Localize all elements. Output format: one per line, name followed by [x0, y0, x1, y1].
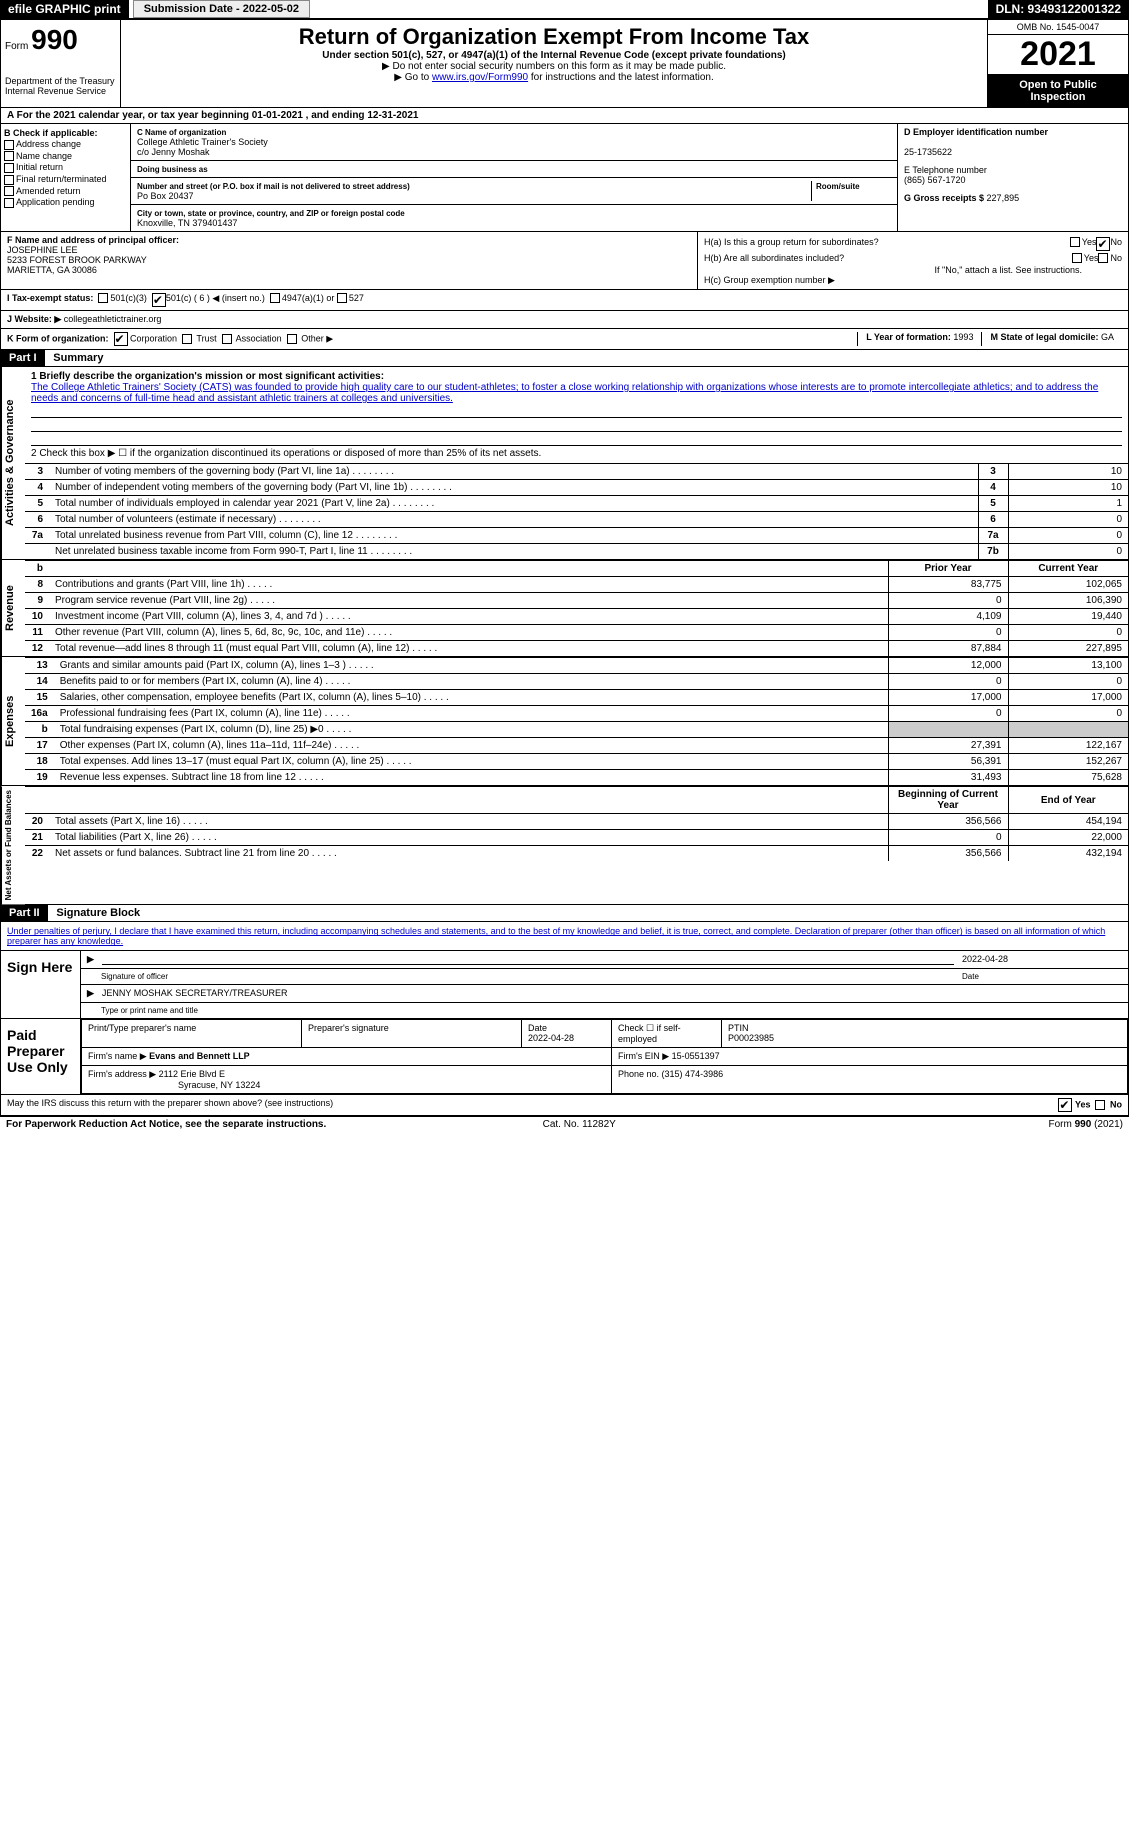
city: Knoxville, TN 379401437 — [137, 218, 237, 228]
ck-initial: Initial return — [4, 162, 127, 173]
submission-btn[interactable]: Submission Date - 2022-05-02 — [133, 0, 310, 18]
title-box: Return of Organization Exempt From Incom… — [121, 20, 988, 107]
ck-addr: Address change — [4, 139, 127, 150]
col-c: C Name of organization College Athletic … — [131, 124, 898, 231]
irs-link[interactable]: www.irs.gov/Form990 — [432, 72, 528, 83]
section-fh: F Name and address of principal officer:… — [0, 232, 1129, 290]
open-public: Open to Public Inspection — [988, 75, 1128, 107]
declaration: Under penalties of perjury, I declare th… — [0, 922, 1129, 951]
year-box: OMB No. 1545-0047 2021 Open to Public In… — [988, 20, 1128, 107]
dln-label: DLN: 93493122001322 — [988, 0, 1129, 18]
form-box: Form 990 Department of the Treasury Inte… — [1, 20, 121, 107]
col-b: B Check if applicable: Address change Na… — [1, 124, 131, 231]
ck-final: Final return/terminated — [4, 174, 127, 185]
form-num: 990 — [31, 24, 78, 55]
website: collegeathletictrainer.org — [64, 314, 162, 325]
gov-table: 3Number of voting members of the governi… — [25, 463, 1128, 559]
ck-name: Name change — [4, 151, 127, 162]
rev-table: bPrior YearCurrent Year 8Contributions a… — [25, 560, 1128, 656]
efile-label: efile GRAPHIC print — [0, 0, 129, 18]
side-net: Net Assets or Fund Balances — [1, 786, 25, 904]
may-discuss: May the IRS discuss this return with the… — [0, 1095, 1129, 1116]
paid-preparer: Paid Preparer Use Only Print/Type prepar… — [0, 1019, 1129, 1095]
ck-amended: Amended return — [4, 186, 127, 197]
row-i: I Tax-exempt status: 501(c)(3) 501(c) ( … — [0, 290, 1129, 311]
col-d: D Employer identification number25-17356… — [898, 124, 1128, 231]
side-exp: Expenses — [1, 657, 25, 785]
corp-check[interactable] — [114, 332, 128, 346]
officer-name: JOSEPHINE LEE — [7, 245, 78, 255]
dept: Department of the Treasury Internal Reve… — [5, 76, 116, 96]
footer: For Paperwork Reduction Act Notice, see … — [0, 1116, 1129, 1132]
col-f: F Name and address of principal officer:… — [1, 232, 698, 289]
side-gov: Activities & Governance — [1, 367, 25, 559]
form-prefix: Form — [5, 41, 28, 52]
exp-section: Expenses 13Grants and similar amounts pa… — [0, 657, 1129, 786]
org-co: c/o Jenny Moshak — [137, 147, 210, 157]
phone: (865) 567-1720 — [904, 175, 966, 185]
exp-table: 13Grants and similar amounts paid (Part … — [25, 657, 1128, 785]
rev-section: Revenue bPrior YearCurrent Year 8Contrib… — [0, 560, 1129, 657]
sign-here: Sign Here ▶ 2022-04-28 Signature of offi… — [0, 951, 1129, 1019]
note1: ▶ Do not enter social security numbers o… — [125, 61, 983, 72]
may-yes[interactable] — [1058, 1098, 1072, 1112]
gross: 227,895 — [987, 193, 1020, 203]
signer-name: JENNY MOSHAK SECRETARY/TREASURER — [102, 988, 288, 999]
row-k: K Form of organization: Corporation Trus… — [0, 329, 1129, 350]
col-h: H(a) Is this a group return for subordin… — [698, 232, 1128, 289]
topbar: efile GRAPHIC print Submission Date - 20… — [0, 0, 1129, 19]
form-title: Return of Organization Exempt From Incom… — [125, 24, 983, 50]
row-a: A For the 2021 calendar year, or tax yea… — [0, 108, 1129, 124]
ein: 25-1735622 — [904, 147, 952, 157]
tax-year: 2021 — [988, 35, 1128, 75]
part2-hdr: Part II Signature Block — [0, 905, 1129, 922]
note2: ▶ Go to www.irs.gov/Form990 for instruct… — [125, 72, 983, 83]
mission: 1 Briefly describe the organization's mi… — [25, 367, 1128, 463]
gov-section: Activities & Governance 1 Briefly descri… — [0, 367, 1129, 560]
row-j: J Website: ▶ collegeathletictrainer.org — [0, 311, 1129, 329]
header: Form 990 Department of the Treasury Inte… — [0, 19, 1129, 108]
street: Po Box 20437 — [137, 191, 194, 201]
part1-hdr: Part I Summary — [0, 350, 1129, 367]
org-name: College Athletic Trainer's Society — [137, 137, 268, 147]
subtitle: Under section 501(c), 527, or 4947(a)(1)… — [125, 50, 983, 61]
501c-check[interactable] — [152, 293, 166, 307]
mission-text[interactable]: The College Athletic Trainers' Society (… — [31, 382, 1098, 404]
net-section: Net Assets or Fund Balances Beginning of… — [0, 786, 1129, 905]
net-table: Beginning of Current YearEnd of Year 20T… — [25, 786, 1128, 861]
side-rev: Revenue — [1, 560, 25, 656]
ck-app: Application pending — [4, 197, 127, 208]
ha-no-check[interactable] — [1096, 237, 1110, 251]
omb: OMB No. 1545-0047 — [988, 20, 1128, 35]
section-bc: B Check if applicable: Address change Na… — [0, 124, 1129, 232]
